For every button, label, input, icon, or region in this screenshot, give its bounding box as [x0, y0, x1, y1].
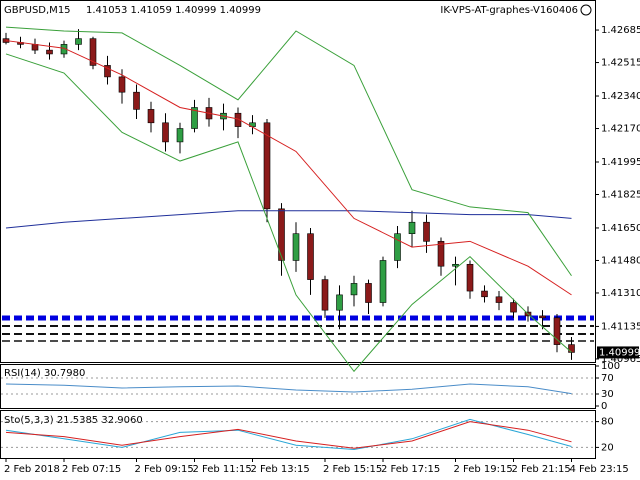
indicator-line: [5, 26, 572, 277]
candle-body: [394, 233, 401, 261]
candle-body: [379, 260, 387, 303]
x-tick-label: 2 Feb 11:15: [193, 464, 252, 475]
y-tick-label: 1.40965: [601, 354, 640, 365]
candle-body: [495, 296, 503, 303]
y-tick-label: 1.42685: [601, 25, 640, 36]
y-tick-label: 1.41135: [601, 321, 640, 332]
level-bands: [2, 315, 594, 342]
candle-body: [452, 263, 459, 267]
candle-body: [118, 76, 126, 93]
candle-body: [336, 294, 343, 311]
y-tick-label: 1.42170: [601, 124, 640, 135]
candle-body: [553, 317, 561, 345]
y-tick-label: 70: [601, 373, 614, 384]
y-tick-label: 1.41480: [601, 255, 640, 266]
candle-body: [162, 122, 169, 143]
candle-body: [104, 65, 111, 78]
y-tick-label: 1.41310: [601, 288, 640, 299]
candle-body: [31, 44, 39, 51]
candle-body: [263, 122, 271, 210]
candle-body: [466, 263, 474, 292]
y-tick-label: 30: [601, 389, 614, 400]
y-tick-label: 1.41995: [601, 157, 640, 168]
expert-icon: [580, 4, 592, 16]
ohlc: 1.41053 1.41059 1.40999 1.40999: [86, 5, 261, 16]
rsi-title: RSI(14) 30.7980: [4, 368, 85, 379]
x-tick-label: 2 Feb 07:15: [62, 464, 121, 475]
candle-body: [437, 241, 445, 267]
indicator-line: [5, 383, 572, 395]
candle-body: [365, 283, 372, 303]
x-tick-label: 2 Feb 09:15: [135, 464, 194, 475]
candle-body: [321, 279, 329, 311]
indicator-line: [5, 421, 572, 449]
candle-body: [539, 315, 546, 319]
candle-body: [46, 49, 53, 55]
candle-body: [292, 233, 300, 261]
y-tick-label: 1.41825: [601, 189, 640, 200]
symbol: GBPUSD,M15: [4, 5, 71, 16]
y-tick-label: 80: [601, 417, 614, 428]
indicator-line: [5, 53, 572, 373]
y-tick-label: 100: [601, 361, 620, 372]
candle-body: [89, 38, 97, 66]
candle-body: [423, 221, 430, 242]
candle-body: [408, 221, 416, 234]
x-tick-label: 2 Feb 17:15: [381, 464, 440, 475]
x-tick-label: 2 Feb 2018: [4, 464, 60, 475]
x-tick-label: 2 Feb 13:15: [251, 464, 310, 475]
price-tag: [597, 346, 639, 359]
candle-body: [481, 290, 488, 298]
candle-body: [307, 233, 314, 280]
y-tick-label: 20: [601, 442, 614, 453]
y-tick-label: 1.41650: [601, 223, 640, 234]
candle-body: [234, 112, 242, 127]
indicator-line: [5, 40, 572, 296]
candle-body: [278, 208, 285, 261]
x-tick-label: 2 Feb 15:15: [323, 464, 382, 475]
y-tick-label: 0: [601, 401, 607, 412]
x-tick-label: 2 Feb 19:15: [454, 464, 513, 475]
sto-frame: [0, 410, 596, 459]
candle-body: [568, 344, 575, 353]
indicator-line: [5, 210, 572, 229]
candle-body: [350, 283, 358, 296]
sto-title: Sto(5,3,3) 21.5385 32.9060: [4, 415, 143, 426]
main-frame: [0, 0, 596, 363]
candle-body: [510, 302, 517, 313]
rsi-frame: [0, 364, 596, 409]
candle-body: [191, 107, 198, 129]
y-tick-label: 1.42340: [601, 91, 640, 102]
candle-body: [176, 128, 184, 143]
price-tag-label: 1.40999: [599, 347, 640, 358]
candle-body: [133, 91, 140, 110]
candle-body: [147, 109, 155, 124]
candle-body: [75, 38, 82, 45]
expert-name: IK-VPS-AT-graphes-V160406: [440, 5, 578, 16]
x-tick-label: 4 Feb 23:15: [570, 464, 629, 475]
x-tick-label: 2 Feb 21:15: [512, 464, 571, 475]
y-tick-label: 1.42515: [601, 58, 640, 69]
